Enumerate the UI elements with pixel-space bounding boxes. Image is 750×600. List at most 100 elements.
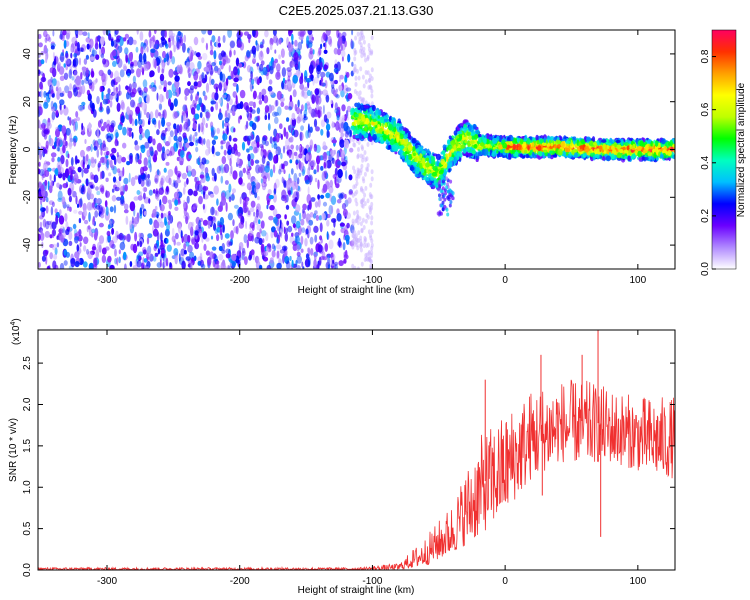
heatmap-cell: [124, 263, 127, 269]
heatmap-cell: [179, 150, 185, 159]
heatmap-cell: [291, 259, 294, 268]
heatmap-cell: [186, 195, 190, 204]
heatmap-cell: [363, 105, 369, 109]
heatmap-cell: [248, 101, 255, 107]
heatmap-cell: [299, 76, 304, 85]
heatmap-cell: [194, 51, 197, 56]
heatmap-cell: [330, 195, 337, 205]
heatmap-cell: [186, 177, 189, 185]
heatmap-cell: [341, 115, 346, 120]
heatmap-cell: [157, 248, 161, 255]
heatmap-cell: [87, 79, 93, 86]
heatmap-cell: [46, 265, 51, 269]
heatmap-cell: [322, 151, 328, 162]
heatmap-cell: [337, 160, 342, 166]
heatmap-cell: [246, 111, 249, 118]
heatmap-cell: [82, 261, 88, 268]
heatmap-cell: [269, 65, 274, 75]
heatmap-cell: [318, 256, 322, 266]
heatmap-cell: [298, 61, 301, 71]
heatmap-cell: [177, 223, 182, 234]
heatmap-cell: [281, 60, 285, 64]
heatmap-cell: [134, 231, 138, 242]
heatmap-cell: [305, 78, 312, 83]
heatmap-cell: [364, 218, 368, 224]
heatmap-cell: [327, 35, 332, 45]
heatmap-cell: [293, 52, 299, 61]
heatmap-cell: [415, 148, 420, 153]
heatmap-cell: [71, 187, 74, 197]
heatmap-cell: [165, 43, 169, 49]
heatmap-cell: [430, 156, 435, 163]
heatmap-cell: [235, 57, 240, 67]
heatmap-cell: [345, 169, 348, 180]
heatmap-cell: [194, 233, 200, 243]
heatmap-cell: [40, 89, 43, 99]
heatmap-cell: [166, 238, 169, 244]
heatmap-cell: [176, 241, 181, 246]
heatmap-cell: [55, 137, 61, 147]
heatmap-cell: [303, 86, 308, 92]
heatmap-cell: [194, 176, 198, 183]
heatmap-cell: [339, 74, 341, 83]
heatmap-cell: [630, 156, 635, 160]
heatmap-cell: [118, 256, 121, 264]
heatmap-cell: [55, 128, 60, 138]
heatmap-cell: [299, 83, 305, 90]
heatmap-cell: [141, 91, 148, 99]
heatmap-cell: [347, 92, 353, 100]
heatmap-cell: [144, 171, 148, 181]
heatmap-cell: [86, 146, 91, 152]
heatmap-cell: [51, 157, 55, 163]
heatmap-cell: [146, 46, 149, 53]
heatmap-cell: [77, 30, 84, 36]
figure-title: C2E5.2025.037.21.13.G30: [279, 3, 434, 18]
heatmap-cell: [299, 131, 304, 141]
heatmap-cell: [79, 57, 81, 66]
heatmap-cell: [323, 161, 327, 169]
heatmap-cell: [295, 182, 299, 191]
heatmap-cell: [158, 119, 161, 130]
heatmap-cell: [280, 101, 285, 108]
heatmap-cell: [161, 95, 165, 103]
heatmap-cell: [352, 122, 356, 126]
heatmap-cell: [177, 136, 183, 143]
heatmap-cell: [569, 151, 572, 156]
heatmap-cell: [295, 204, 301, 213]
heatmap-cell: [207, 215, 214, 221]
heatmap-cell: [256, 78, 260, 86]
heatmap-cell: [194, 137, 199, 147]
heatmap-cell: [354, 35, 358, 41]
heatmap-cell: [171, 56, 176, 65]
heatmap-cell: [255, 209, 259, 218]
heatmap-cell: [159, 221, 165, 228]
heatmap-cell: [100, 171, 102, 180]
heatmap-cell: [310, 159, 316, 168]
heatmap-cell: [171, 235, 176, 243]
heatmap-cell: [344, 193, 347, 200]
heatmap-cell: [274, 116, 279, 124]
heatmap-cell: [298, 172, 302, 177]
heatmap-cell: [431, 171, 437, 177]
heatmap-cell: [218, 165, 222, 172]
heatmap-cell: [136, 190, 141, 195]
heatmap-cell: [298, 159, 301, 170]
heatmap-cell: [242, 167, 246, 174]
heatmap-cell: [182, 124, 187, 132]
heatmap-cell: [214, 228, 219, 234]
heatmap-cell: [150, 36, 154, 42]
heatmap-cell: [178, 125, 182, 135]
heatmap-cell: [213, 222, 217, 231]
heatmap-cell: [221, 156, 227, 165]
heatmap-cell: [356, 153, 360, 159]
heatmap-cell: [316, 65, 322, 75]
heatmap-cell: [150, 135, 153, 143]
heatmap-cell: [265, 246, 269, 254]
heatmap-cell: [152, 119, 157, 125]
heatmap-cell: [354, 75, 358, 81]
heatmap-cell: [310, 197, 316, 202]
heatmap-cell: [90, 158, 96, 168]
heatmap-cell: [183, 202, 187, 209]
heatmap-cell: [390, 139, 395, 146]
heatmap-cell: [41, 85, 44, 90]
